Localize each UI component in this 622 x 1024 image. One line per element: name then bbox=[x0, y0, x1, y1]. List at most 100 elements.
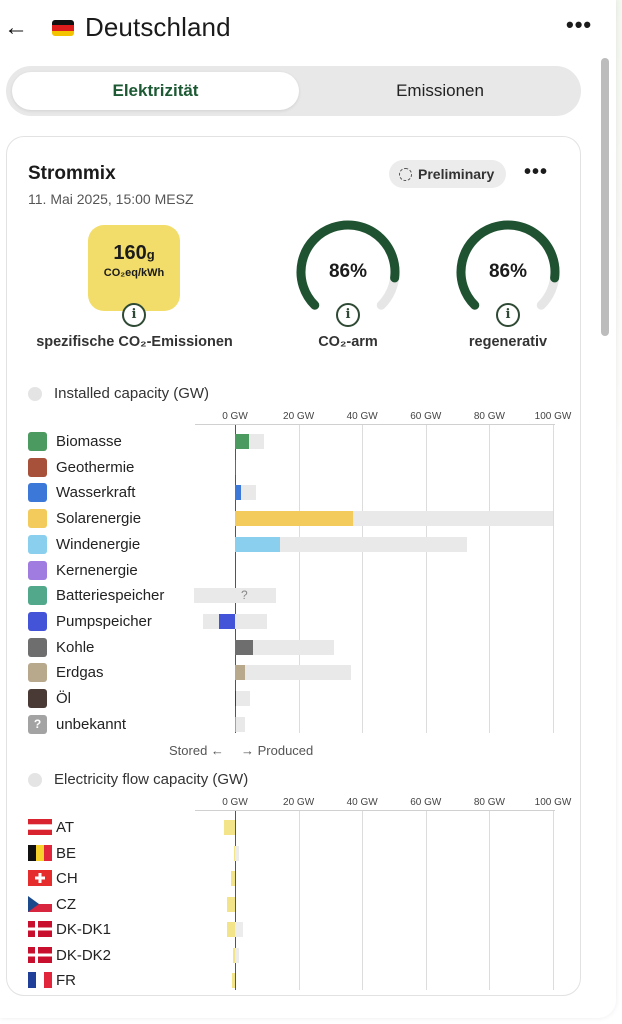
gridline bbox=[489, 424, 491, 734]
capacity-bar[interactable] bbox=[235, 639, 334, 655]
oil-icon bbox=[28, 689, 47, 708]
badge-label: Preliminary bbox=[418, 166, 495, 182]
production-bar[interactable] bbox=[235, 665, 245, 681]
import-bar[interactable] bbox=[231, 871, 235, 886]
renewable-label: regenerativ bbox=[468, 334, 548, 350]
scrollbar[interactable] bbox=[601, 58, 609, 336]
import-bar[interactable] bbox=[226, 922, 235, 937]
geothermal-icon bbox=[28, 457, 47, 477]
source-label: Pumpspeicher bbox=[56, 612, 152, 630]
import-bar[interactable] bbox=[233, 947, 235, 963]
flow-capacity-toggle[interactable]: Electricity flow capacity (GW) bbox=[28, 771, 248, 788]
co2-intensity-label: spezifische CO₂-Emissionen bbox=[36, 334, 233, 350]
import-bar[interactable] bbox=[227, 896, 235, 912]
capacity-bar[interactable] bbox=[235, 665, 352, 681]
flag-ch-icon bbox=[28, 870, 52, 886]
source-label: Kernenergie bbox=[56, 561, 138, 579]
radio-dot-icon bbox=[28, 772, 42, 787]
source-label: Biomasse bbox=[56, 433, 122, 450]
installed-capacity-toggle[interactable]: Installed capacity (GW) bbox=[28, 385, 209, 402]
power-mix-card: Strommix 11. Mai 2025, 15:00 MESZ Prelim… bbox=[6, 136, 581, 996]
flag-dk-icon bbox=[28, 921, 52, 937]
export-capacity-bar[interactable] bbox=[235, 845, 239, 861]
flag-cz-icon bbox=[28, 895, 52, 912]
axis-tick-label: 40 GW bbox=[346, 411, 378, 422]
production-bar[interactable] bbox=[235, 434, 250, 449]
source-label: Öl bbox=[56, 690, 71, 707]
more-options-button[interactable]: ••• bbox=[566, 12, 592, 38]
production-bar[interactable] bbox=[235, 691, 237, 706]
import-bar[interactable] bbox=[234, 845, 235, 861]
import-bar[interactable] bbox=[232, 973, 235, 988]
tab-bar: Elektrizität Emissionen bbox=[6, 66, 581, 116]
import-bar[interactable] bbox=[223, 820, 235, 835]
source-label: Windenergie bbox=[56, 535, 141, 553]
zone-header: ← Deutschland ••• bbox=[0, 0, 616, 56]
export-capacity-bar[interactable] bbox=[235, 922, 243, 937]
production-bar[interactable] bbox=[235, 639, 254, 655]
co2-intensity-box: 160g CO₂eq/kWh bbox=[88, 225, 180, 311]
tab-electricity[interactable]: Elektrizität bbox=[12, 72, 299, 110]
low-carbon-percent: 86% bbox=[328, 261, 368, 282]
dashed-circle-icon bbox=[399, 167, 412, 181]
stored-capacity-bar[interactable] bbox=[193, 588, 235, 604]
legend-stored: Stored ← bbox=[169, 743, 224, 758]
capacity-bar[interactable] bbox=[235, 588, 277, 604]
production-bar[interactable] bbox=[235, 716, 236, 732]
source-label: Geothermie bbox=[56, 458, 135, 476]
exchange-zone-label: BE bbox=[56, 844, 77, 862]
coal-icon bbox=[28, 637, 47, 657]
axis-tick-label: 80 GW bbox=[473, 411, 505, 422]
gridline bbox=[425, 424, 427, 734]
flag-at-icon bbox=[28, 819, 52, 835]
germany-flag-icon bbox=[52, 20, 74, 36]
info-icon[interactable]: i bbox=[336, 303, 360, 327]
axis-tick-label: 100 GW bbox=[534, 411, 572, 422]
pumped-storage-icon bbox=[28, 611, 47, 631]
exchange-zone-label: AT bbox=[56, 819, 75, 836]
preliminary-badge[interactable]: Preliminary bbox=[389, 160, 507, 188]
biomass-icon bbox=[28, 432, 47, 451]
capacity-bar[interactable] bbox=[235, 536, 468, 552]
axis-tick-label: 60 GW bbox=[410, 411, 442, 422]
exchange-zone-label: DK-DK1 bbox=[56, 921, 112, 938]
back-button[interactable]: ← bbox=[4, 14, 28, 42]
battery-icon bbox=[28, 586, 47, 606]
production-bar[interactable] bbox=[235, 485, 241, 501]
unknown-value-icon: ? bbox=[241, 588, 248, 603]
exchange-zone-label: FR bbox=[56, 972, 76, 989]
gridline bbox=[235, 424, 236, 734]
info-icon[interactable]: i bbox=[122, 303, 146, 327]
card-more-button[interactable]: ••• bbox=[524, 161, 548, 184]
info-icon[interactable]: i bbox=[496, 303, 520, 327]
capacity-bar[interactable] bbox=[235, 716, 245, 732]
capacity-bar[interactable] bbox=[235, 691, 251, 706]
source-label: unbekannt bbox=[56, 715, 127, 733]
flag-dk-icon bbox=[28, 946, 52, 963]
production-bar[interactable] bbox=[235, 511, 353, 527]
stored-bar[interactable] bbox=[219, 613, 235, 629]
axis-tick-label: 20 GW bbox=[283, 797, 315, 808]
arrow-left-icon: ← bbox=[4, 14, 28, 41]
installed-capacity-title: Installed capacity (GW) bbox=[54, 385, 210, 402]
source-label: Erdgas bbox=[56, 664, 104, 682]
gridline bbox=[425, 810, 427, 990]
flag-fr-icon bbox=[28, 972, 52, 988]
more-horizontal-icon: ••• bbox=[566, 12, 593, 37]
export-capacity-bar[interactable] bbox=[235, 947, 240, 963]
co2-intensity-unit: CO₂eq/kWh bbox=[103, 267, 165, 279]
card-title: Strommix bbox=[28, 163, 116, 184]
capacity-bar[interactable] bbox=[235, 613, 267, 629]
axis-tick-label: 0 GW bbox=[222, 411, 248, 422]
tab-emissions[interactable]: Emissionen bbox=[396, 81, 484, 100]
production-bar[interactable] bbox=[235, 459, 236, 475]
unknown-icon: ? bbox=[28, 714, 47, 734]
source-label: Batteriespeicher bbox=[56, 587, 165, 605]
axis-tick-label: 20 GW bbox=[283, 411, 315, 422]
wind-icon bbox=[28, 534, 47, 554]
production-bar[interactable] bbox=[235, 536, 280, 552]
hydro-icon bbox=[28, 483, 47, 503]
exchange-zone-label: CZ bbox=[56, 895, 76, 913]
axis-tick-label: 40 GW bbox=[346, 797, 378, 808]
